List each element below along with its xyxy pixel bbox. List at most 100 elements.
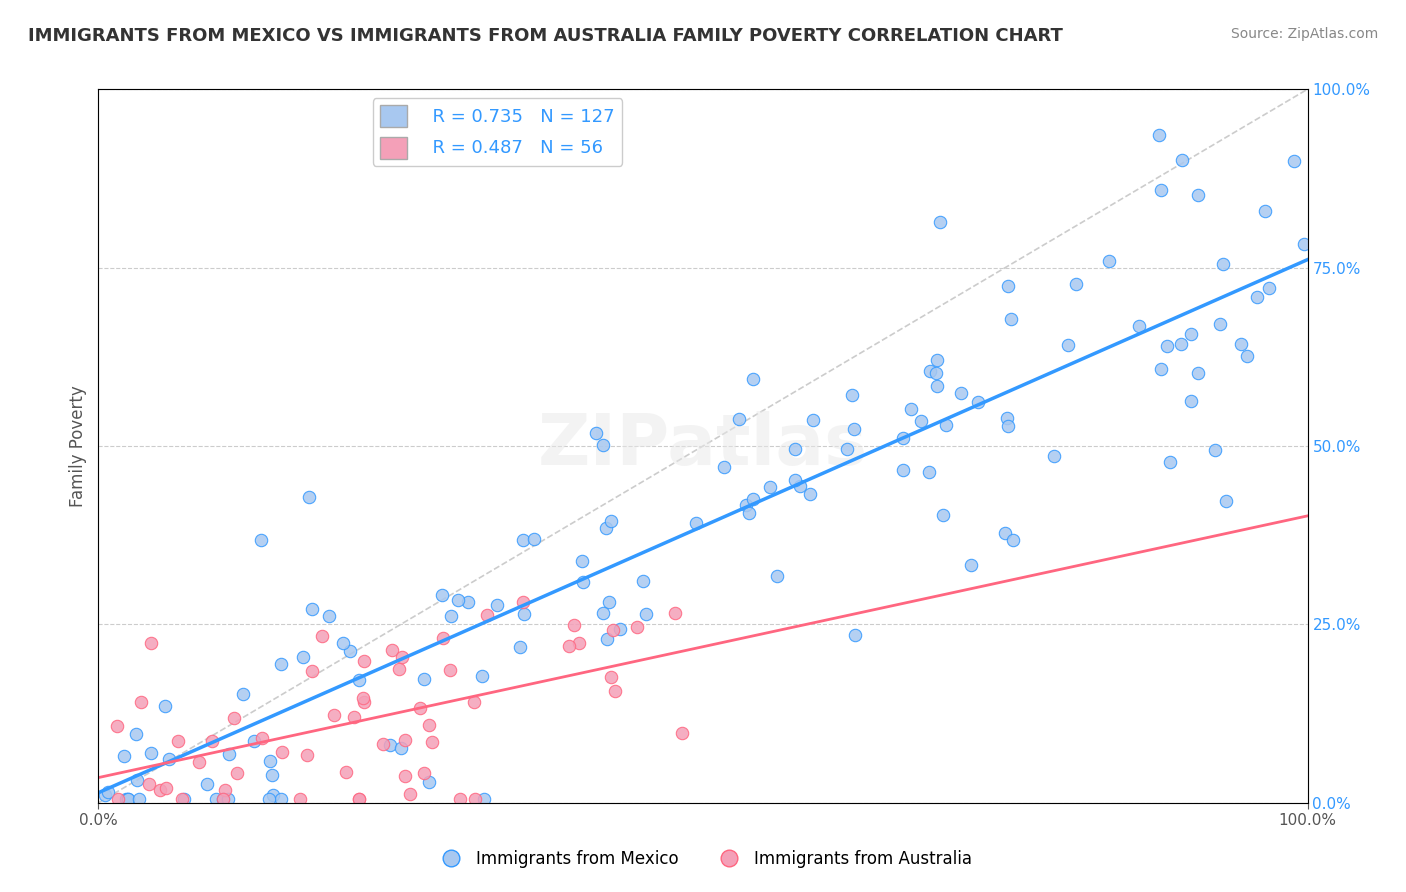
Point bbox=[394, 769, 416, 783]
Point bbox=[117, 792, 139, 806]
Point bbox=[844, 628, 866, 642]
Point bbox=[633, 574, 655, 589]
Point bbox=[592, 606, 614, 620]
Point bbox=[413, 672, 436, 686]
Point bbox=[204, 792, 226, 806]
Point bbox=[799, 486, 821, 500]
Point bbox=[1097, 254, 1119, 268]
Point bbox=[270, 745, 292, 759]
Point bbox=[1150, 184, 1173, 198]
Text: Source: ZipAtlas.com: Source: ZipAtlas.com bbox=[1230, 27, 1378, 41]
Point bbox=[835, 442, 858, 456]
Point bbox=[935, 418, 957, 433]
Point bbox=[353, 654, 375, 668]
Point bbox=[409, 701, 432, 715]
Point bbox=[259, 792, 281, 806]
Point bbox=[389, 740, 412, 755]
Point bbox=[557, 639, 579, 653]
Point bbox=[927, 379, 949, 393]
Point bbox=[1180, 327, 1202, 342]
Point bbox=[1212, 257, 1234, 271]
Point bbox=[371, 737, 394, 751]
Point bbox=[105, 719, 128, 733]
Point bbox=[335, 765, 357, 780]
Point bbox=[1230, 336, 1253, 351]
Point bbox=[997, 419, 1019, 434]
Point bbox=[339, 644, 361, 658]
Point bbox=[920, 364, 942, 378]
Point bbox=[1150, 362, 1173, 376]
Legend:   R = 0.735   N = 127,   R = 0.487   N = 56: R = 0.735 N = 127, R = 0.487 N = 56 bbox=[373, 98, 623, 166]
Point bbox=[1002, 533, 1025, 548]
Point bbox=[301, 665, 323, 679]
Point bbox=[512, 595, 534, 609]
Point bbox=[599, 670, 621, 684]
Point bbox=[1000, 312, 1022, 326]
Point bbox=[432, 631, 454, 645]
Point bbox=[1187, 366, 1209, 380]
Legend: Immigrants from Mexico, Immigrants from Australia: Immigrants from Mexico, Immigrants from … bbox=[427, 844, 979, 875]
Point bbox=[741, 372, 763, 386]
Point bbox=[292, 649, 315, 664]
Point bbox=[311, 629, 333, 643]
Point bbox=[928, 215, 950, 229]
Point bbox=[93, 788, 115, 802]
Point bbox=[664, 606, 686, 620]
Point bbox=[128, 792, 150, 806]
Point bbox=[1187, 187, 1209, 202]
Point bbox=[107, 792, 129, 806]
Point bbox=[399, 787, 422, 801]
Point bbox=[243, 733, 266, 747]
Point bbox=[260, 768, 283, 782]
Point bbox=[394, 733, 416, 747]
Point bbox=[270, 657, 292, 671]
Point bbox=[910, 413, 932, 427]
Point bbox=[713, 459, 735, 474]
Point bbox=[572, 575, 595, 590]
Point bbox=[139, 636, 162, 650]
Point bbox=[738, 506, 761, 520]
Point bbox=[758, 480, 780, 494]
Point bbox=[430, 588, 453, 602]
Point bbox=[595, 521, 617, 535]
Point bbox=[592, 438, 614, 452]
Point bbox=[378, 738, 401, 752]
Point bbox=[918, 465, 941, 479]
Point bbox=[785, 442, 807, 456]
Point bbox=[347, 792, 370, 806]
Point bbox=[994, 526, 1017, 541]
Point bbox=[1128, 318, 1150, 333]
Text: IMMIGRANTS FROM MEXICO VS IMMIGRANTS FROM AUSTRALIA FAMILY POVERTY CORRELATION C: IMMIGRANTS FROM MEXICO VS IMMIGRANTS FRO… bbox=[28, 27, 1063, 45]
Point bbox=[201, 733, 224, 747]
Point bbox=[332, 635, 354, 649]
Point bbox=[323, 708, 346, 723]
Point bbox=[155, 780, 177, 795]
Point bbox=[195, 777, 218, 791]
Point bbox=[1159, 455, 1181, 469]
Point bbox=[844, 422, 866, 436]
Point bbox=[1282, 153, 1305, 168]
Point bbox=[347, 792, 370, 806]
Point bbox=[1246, 291, 1268, 305]
Point bbox=[1258, 281, 1281, 295]
Point bbox=[1236, 349, 1258, 363]
Point bbox=[418, 718, 440, 732]
Point bbox=[439, 663, 461, 677]
Point bbox=[841, 388, 863, 402]
Point bbox=[412, 765, 434, 780]
Point bbox=[262, 788, 284, 802]
Point bbox=[449, 792, 471, 806]
Point bbox=[475, 607, 498, 622]
Point bbox=[420, 735, 443, 749]
Point bbox=[789, 479, 811, 493]
Point bbox=[925, 353, 948, 368]
Point bbox=[486, 599, 509, 613]
Point bbox=[470, 669, 492, 683]
Point bbox=[231, 687, 253, 701]
Point bbox=[727, 411, 749, 425]
Point bbox=[1209, 317, 1232, 331]
Point bbox=[117, 792, 139, 806]
Point bbox=[595, 632, 617, 646]
Point bbox=[226, 766, 249, 780]
Point bbox=[1156, 339, 1178, 353]
